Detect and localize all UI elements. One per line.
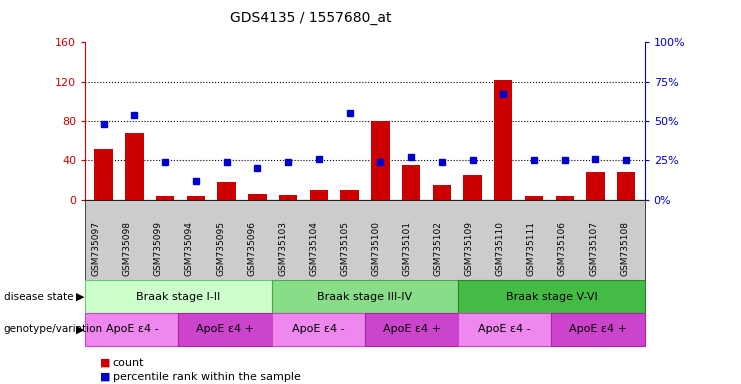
Text: ApoE ε4 +: ApoE ε4 + — [196, 324, 254, 334]
Bar — [125, 133, 144, 200]
Text: GSM735101: GSM735101 — [402, 222, 411, 276]
Text: percentile rank within the sample: percentile rank within the sample — [113, 372, 301, 382]
Text: ■: ■ — [100, 358, 110, 368]
Text: GSM735106: GSM735106 — [558, 222, 567, 276]
Text: GSM735098: GSM735098 — [123, 222, 132, 276]
Text: ApoE ε4 +: ApoE ε4 + — [382, 324, 441, 334]
Bar — [525, 196, 543, 200]
Bar — [402, 165, 420, 200]
Text: ▶: ▶ — [76, 291, 84, 302]
Text: GSM735109: GSM735109 — [465, 222, 473, 276]
Text: GSM735097: GSM735097 — [92, 222, 101, 276]
Text: ApoE ε4 +: ApoE ε4 + — [569, 324, 627, 334]
Text: ApoE ε4 -: ApoE ε4 - — [479, 324, 531, 334]
Bar — [279, 195, 297, 200]
Text: GSM735102: GSM735102 — [433, 222, 442, 276]
Bar — [187, 196, 205, 200]
Bar — [586, 172, 605, 200]
Text: GSM735107: GSM735107 — [589, 222, 598, 276]
Text: count: count — [113, 358, 144, 368]
Text: Braak stage III-IV: Braak stage III-IV — [317, 291, 413, 302]
Bar — [94, 149, 113, 200]
Text: GSM735095: GSM735095 — [216, 222, 225, 276]
Bar — [617, 172, 636, 200]
Bar — [494, 79, 513, 200]
Text: GSM735105: GSM735105 — [340, 222, 350, 276]
Bar — [340, 190, 359, 200]
Bar — [463, 175, 482, 200]
Bar — [371, 121, 390, 200]
Text: ApoE ε4 -: ApoE ε4 - — [292, 324, 345, 334]
Text: GSM735096: GSM735096 — [247, 222, 256, 276]
Bar — [156, 196, 174, 200]
Text: GSM735094: GSM735094 — [185, 222, 194, 276]
Text: GSM735104: GSM735104 — [309, 222, 319, 276]
Text: GSM735100: GSM735100 — [371, 222, 380, 276]
Text: GSM735108: GSM735108 — [620, 222, 629, 276]
Bar — [248, 194, 267, 200]
Text: disease state: disease state — [4, 291, 73, 302]
Text: GSM735111: GSM735111 — [527, 222, 536, 276]
Text: ■: ■ — [100, 372, 110, 382]
Text: Braak stage V-VI: Braak stage V-VI — [505, 291, 597, 302]
Bar — [310, 190, 328, 200]
Text: ▶: ▶ — [76, 324, 84, 334]
Text: GSM735110: GSM735110 — [496, 222, 505, 276]
Text: GSM735103: GSM735103 — [278, 222, 288, 276]
Text: ApoE ε4 -: ApoE ε4 - — [105, 324, 158, 334]
Text: Braak stage I-II: Braak stage I-II — [136, 291, 221, 302]
Text: GSM735099: GSM735099 — [154, 222, 163, 276]
Text: GDS4135 / 1557680_at: GDS4135 / 1557680_at — [230, 11, 392, 25]
Bar — [433, 185, 451, 200]
Text: genotype/variation: genotype/variation — [4, 324, 103, 334]
Bar — [217, 182, 236, 200]
Bar — [556, 196, 574, 200]
